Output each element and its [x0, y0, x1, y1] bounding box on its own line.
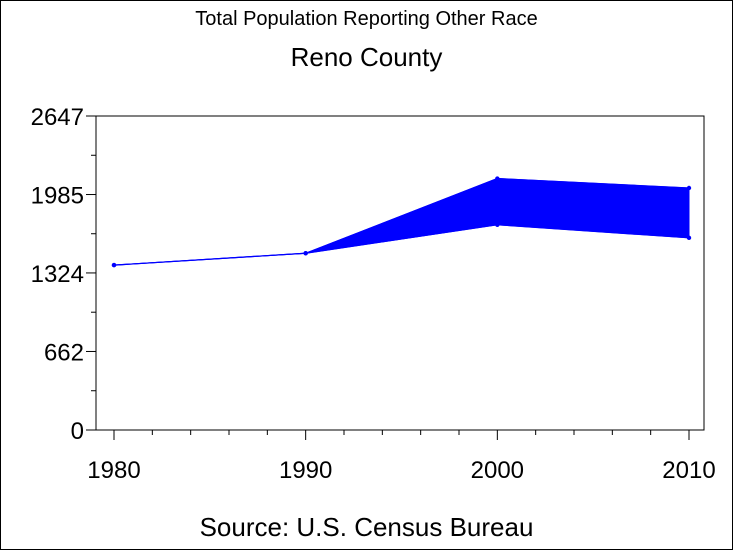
data-point: [495, 176, 500, 181]
y-tick-label: 1985: [31, 183, 84, 210]
x-tick-label: 2000: [471, 457, 524, 484]
series-range-area: [113, 178, 690, 266]
y-axis: 0 662 1324 1985 2647: [31, 104, 96, 445]
data-point: [303, 251, 308, 256]
data-point: [495, 222, 500, 227]
x-tick-label: 1990: [279, 457, 332, 484]
y-tick-label: 0: [71, 418, 84, 445]
y-tick-label: 662: [44, 339, 84, 366]
x-axis: 1980 1990 2000 2010: [87, 430, 716, 484]
x-tick-label: 1980: [87, 457, 140, 484]
x-tick-label: 2010: [662, 457, 715, 484]
data-point: [111, 262, 117, 268]
series-line: [113, 177, 690, 266]
chart-title: Total Population Reporting Other Race: [195, 8, 538, 30]
data-point: [686, 185, 692, 191]
chart-subtitle: Reno County: [290, 42, 443, 72]
series-layer: [111, 176, 692, 268]
y-tick-label: 2647: [31, 104, 84, 131]
plot-area: [95, 115, 705, 431]
data-point: [686, 235, 692, 241]
y-tick-label: 1324: [31, 261, 84, 288]
chart-source: Source: U.S. Census Bureau: [199, 512, 534, 542]
